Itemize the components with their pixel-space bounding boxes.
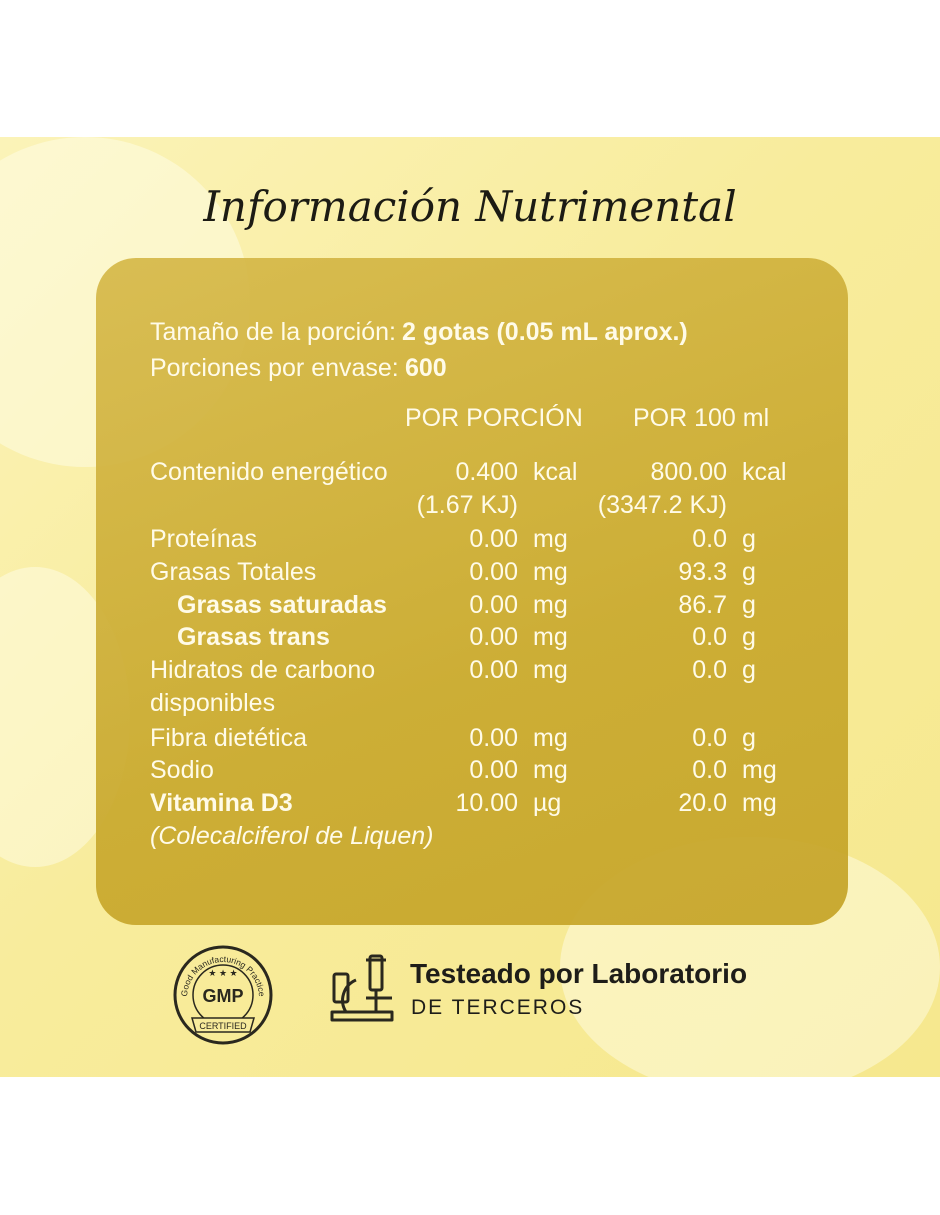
lab-title: Testeado por Laboratorio xyxy=(410,958,748,989)
badge-stars: ★ ★ ★ xyxy=(208,968,237,978)
badge-mark: GMP xyxy=(202,986,243,1006)
unit: mg xyxy=(742,789,777,817)
column-header: POR 100 ml xyxy=(633,404,770,432)
per-serving-kj: (1.67 KJ) xyxy=(416,491,518,519)
per-100ml: 0.0 xyxy=(692,724,727,752)
unit: kcal xyxy=(742,458,787,486)
row-label: Grasas trans xyxy=(177,623,330,651)
lab-subtitle: DE TERCEROS xyxy=(411,996,585,1019)
per-serving: 0.00 xyxy=(469,525,518,553)
per-serving: 0.00 xyxy=(469,656,518,684)
row-label: Proteínas xyxy=(150,525,258,553)
unit: g xyxy=(742,525,756,553)
unit: g xyxy=(742,656,756,684)
row-label: Grasas saturadas xyxy=(177,591,387,619)
servings-label: Porciones por envase: xyxy=(150,354,399,382)
serving-label: Tamaño de la porción: xyxy=(150,318,396,346)
row-label: Contenido energético xyxy=(150,458,388,486)
badge-ribbon-shape xyxy=(191,1017,255,1033)
per-100ml: 0.0 xyxy=(692,656,727,684)
unit: µg xyxy=(533,789,562,817)
microscope-icon xyxy=(330,954,394,1022)
per-100ml: 0.0 xyxy=(692,525,727,553)
unit: mg xyxy=(533,656,568,684)
per-serving: 0.00 xyxy=(469,756,518,784)
row-label: Fibra dietética xyxy=(150,724,308,752)
per-100ml: 0.0 xyxy=(692,623,727,651)
row-label: Grasas Totales xyxy=(150,558,317,586)
unit: mg xyxy=(533,525,568,553)
unit: mg xyxy=(742,756,777,784)
badge-ring xyxy=(173,945,273,1045)
unit: mg xyxy=(533,724,568,752)
column-header: POR PORCIÓN xyxy=(405,404,583,432)
per-serving: 0.00 xyxy=(469,724,518,752)
per-100ml-kj: (3347.2 KJ) xyxy=(597,491,727,519)
per-100ml: 20.0 xyxy=(678,789,727,817)
per-100ml: 800.00 xyxy=(650,458,727,486)
serving-value: 2 gotas (0.05 mL aprox.) xyxy=(402,318,688,346)
unit: g xyxy=(742,724,756,752)
nutrition-panel xyxy=(96,258,848,925)
unit: mg xyxy=(533,623,568,651)
per-serving: 0.400 xyxy=(455,458,518,486)
unit: mg xyxy=(533,756,568,784)
unit: kcal xyxy=(533,458,578,486)
badge-ribbon: CERTIFIED xyxy=(199,1021,247,1031)
unit: g xyxy=(742,623,756,651)
servings-value: 600 xyxy=(405,354,447,382)
per-serving: 0.00 xyxy=(469,591,518,619)
row-label: Vitamina D3 xyxy=(150,789,293,817)
per-100ml: 86.7 xyxy=(678,591,727,619)
unit: g xyxy=(742,591,756,619)
title: Información Nutrimental xyxy=(203,182,737,231)
per-serving: 0.00 xyxy=(469,623,518,651)
row-label: Sodio xyxy=(150,756,214,784)
unit: g xyxy=(742,558,756,586)
row-label: disponibles xyxy=(150,689,276,717)
gmp-badge: Good Manufacturing Practice ★ ★ ★ GMP CE… xyxy=(173,945,273,1045)
row-label: Hidratos de carbono xyxy=(150,656,376,684)
per-100ml: 93.3 xyxy=(678,558,727,586)
row-note: (Colecalciferol de Liquen) xyxy=(150,822,434,850)
per-100ml: 0.0 xyxy=(692,756,727,784)
unit: mg xyxy=(533,591,568,619)
per-serving: 10.00 xyxy=(455,789,518,817)
per-serving: 0.00 xyxy=(469,558,518,586)
unit: mg xyxy=(533,558,568,586)
